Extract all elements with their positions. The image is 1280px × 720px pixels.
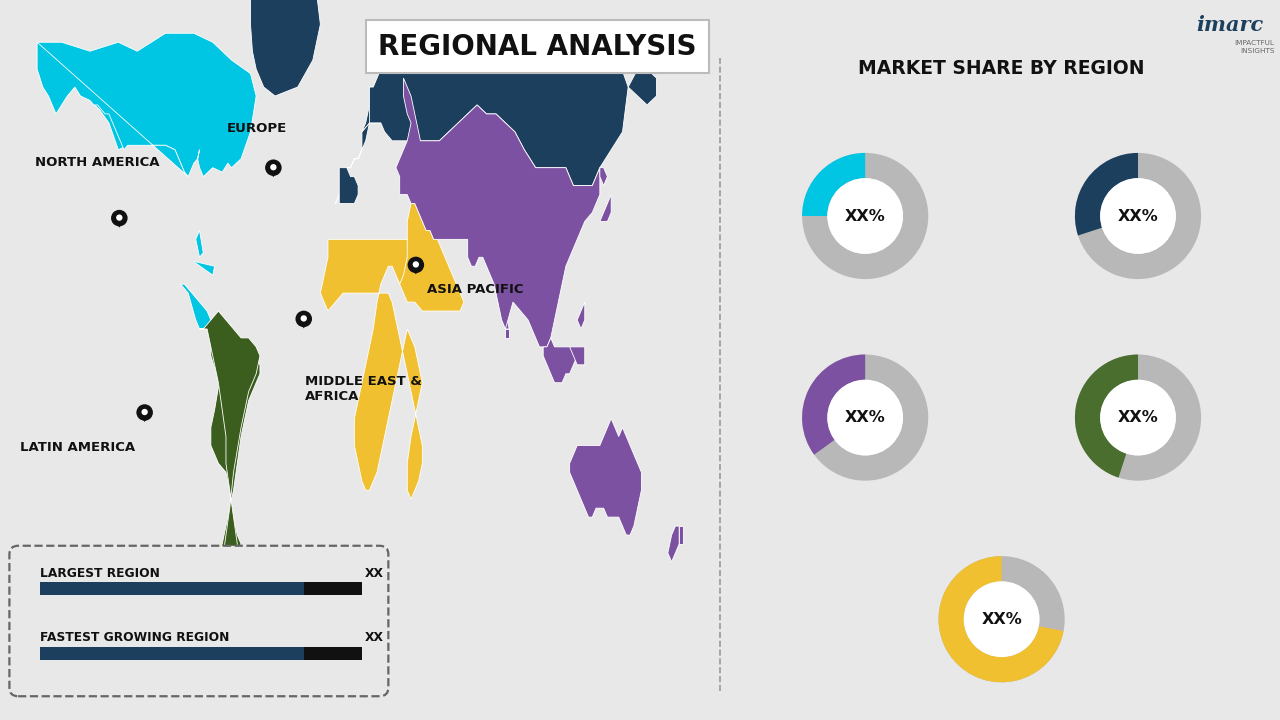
Wedge shape [1075,354,1138,477]
Polygon shape [628,69,657,105]
Wedge shape [1075,153,1201,279]
Text: XX%: XX% [845,410,886,425]
Circle shape [964,581,1039,657]
Polygon shape [570,418,641,535]
Circle shape [827,379,902,456]
Text: XX: XX [365,567,384,580]
Polygon shape [335,78,411,204]
Polygon shape [668,526,680,562]
Wedge shape [938,556,1065,683]
Text: MARKET SHARE BY REGION: MARKET SHARE BY REGION [859,59,1144,78]
Wedge shape [1075,354,1201,481]
Polygon shape [251,0,320,96]
Bar [40,582,303,595]
Circle shape [301,315,307,322]
Polygon shape [37,42,188,176]
Wedge shape [803,354,865,455]
Polygon shape [362,51,407,132]
Polygon shape [320,239,422,499]
Polygon shape [114,218,125,228]
Text: MIDDLE EAST &
AFRICA: MIDDLE EAST & AFRICA [305,375,422,402]
FancyBboxPatch shape [9,546,388,696]
Circle shape [111,210,128,226]
Text: XX%: XX% [982,612,1021,626]
Circle shape [265,159,282,176]
Polygon shape [370,42,628,186]
Wedge shape [938,556,1064,683]
Polygon shape [200,311,260,611]
Text: imarc: imarc [1196,15,1263,35]
Polygon shape [138,413,151,422]
Text: FASTEST GROWING REGION: FASTEST GROWING REGION [40,631,229,644]
Polygon shape [396,204,463,311]
Polygon shape [37,33,256,176]
Polygon shape [543,338,577,383]
Polygon shape [339,168,358,204]
Text: IMPACTFUL
INSIGHTS: IMPACTFUL INSIGHTS [1234,40,1275,53]
Text: XX%: XX% [1117,209,1158,223]
Polygon shape [600,194,611,222]
Circle shape [827,178,902,254]
Text: XX%: XX% [1117,410,1158,425]
Circle shape [116,215,123,221]
Bar [40,647,303,660]
Wedge shape [803,153,928,279]
Wedge shape [803,153,865,216]
Polygon shape [600,168,608,186]
Text: ASIA PACIFIC: ASIA PACIFIC [426,283,524,296]
Circle shape [142,409,147,415]
Polygon shape [298,319,310,328]
Polygon shape [180,284,211,329]
Polygon shape [196,230,204,257]
Polygon shape [467,222,509,329]
Polygon shape [410,265,422,274]
Text: XX%: XX% [845,209,886,223]
Circle shape [137,404,152,420]
Polygon shape [506,329,509,338]
Polygon shape [268,168,279,177]
Wedge shape [1075,153,1138,235]
Wedge shape [803,354,928,481]
Circle shape [407,256,424,273]
Polygon shape [200,311,260,611]
Text: LATIN AMERICA: LATIN AMERICA [20,441,136,454]
Polygon shape [193,262,215,275]
Text: LARGEST REGION: LARGEST REGION [40,567,160,580]
Circle shape [1101,379,1176,456]
Circle shape [1101,178,1176,254]
Text: XX: XX [365,631,384,644]
Polygon shape [680,526,684,544]
Circle shape [270,164,276,171]
Text: REGIONAL ANALYSIS: REGIONAL ANALYSIS [379,33,696,60]
Polygon shape [570,347,585,365]
Bar [303,582,361,595]
Circle shape [296,310,312,327]
Bar [303,647,361,660]
Text: EUROPE: EUROPE [227,122,287,135]
Circle shape [412,261,419,268]
Polygon shape [396,78,600,347]
Text: NORTH AMERICA: NORTH AMERICA [35,156,159,168]
Polygon shape [577,302,585,329]
